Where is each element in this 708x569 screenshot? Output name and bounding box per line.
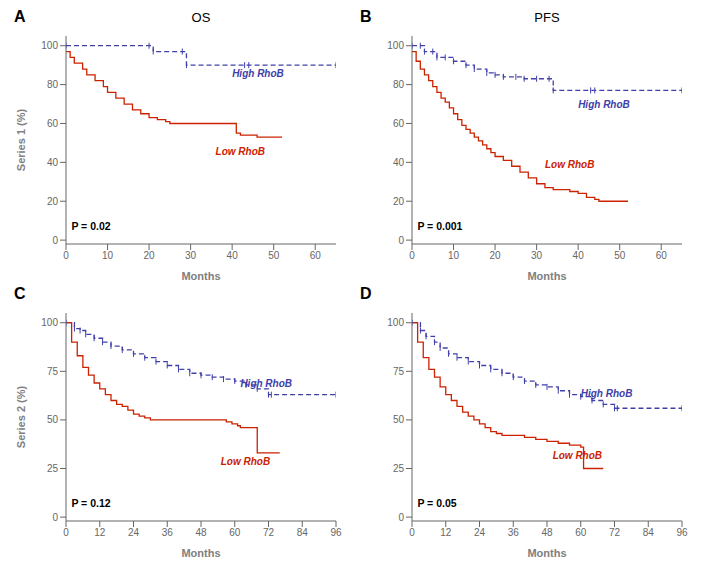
- svg-text:12: 12: [94, 527, 106, 538]
- svg-text:100: 100: [387, 317, 404, 328]
- svg-text:50: 50: [47, 414, 59, 425]
- svg-text:0: 0: [52, 511, 58, 522]
- svg-text:P = 0.12: P = 0.12: [71, 497, 110, 509]
- svg-text:Months: Months: [181, 547, 220, 559]
- svg-text:High RhoB: High RhoB: [581, 387, 633, 398]
- html-text:A: A: [14, 8, 26, 26]
- svg-text:60: 60: [47, 118, 59, 129]
- html-text:PFS: PFS: [534, 10, 560, 26]
- svg-text:Low RhoB: Low RhoB: [216, 146, 265, 157]
- svg-text:0: 0: [398, 511, 404, 522]
- svg-text:25: 25: [47, 463, 59, 474]
- svg-text:0: 0: [63, 527, 69, 538]
- svg-text:P = 0.05: P = 0.05: [417, 497, 456, 509]
- svg-text:50: 50: [268, 250, 280, 261]
- html-text:B: B: [360, 8, 372, 26]
- svg-text:72: 72: [263, 527, 275, 538]
- svg-text:10: 10: [102, 250, 114, 261]
- svg-text:96: 96: [676, 527, 688, 538]
- svg-text:48: 48: [541, 527, 553, 538]
- svg-text:0: 0: [409, 527, 415, 538]
- svg-text:Low RhoB: Low RhoB: [545, 159, 594, 170]
- svg-text:20: 20: [490, 250, 502, 261]
- svg-text:P = 0.02: P = 0.02: [71, 221, 110, 233]
- svg-text:20: 20: [393, 196, 405, 207]
- svg-text:40: 40: [227, 250, 239, 261]
- svg-text:Months: Months: [181, 270, 220, 282]
- svg-text:75: 75: [47, 366, 59, 377]
- svg-text:25: 25: [393, 463, 405, 474]
- svg-text:24: 24: [474, 527, 486, 538]
- svg-text:24: 24: [128, 527, 140, 538]
- svg-text:0: 0: [409, 250, 415, 261]
- svg-text:84: 84: [297, 527, 309, 538]
- svg-text:40: 40: [573, 250, 585, 261]
- svg-text:36: 36: [162, 527, 174, 538]
- svg-text:100: 100: [387, 41, 404, 52]
- svg-text:High RhoB: High RhoB: [578, 99, 630, 110]
- svg-text:0: 0: [63, 250, 69, 261]
- svg-text:20: 20: [47, 196, 59, 207]
- svg-text:60: 60: [656, 250, 668, 261]
- svg-text:0: 0: [398, 235, 404, 246]
- svg-text:36: 36: [508, 527, 520, 538]
- html-text:C: C: [14, 284, 26, 302]
- svg-text:30: 30: [185, 250, 197, 261]
- svg-text:30: 30: [531, 250, 543, 261]
- html-text:D: D: [360, 284, 372, 302]
- svg-text:50: 50: [614, 250, 626, 261]
- html-text:OS: OS: [191, 10, 211, 26]
- svg-text:High RhoB: High RhoB: [240, 378, 292, 389]
- svg-text:Low RhoB: Low RhoB: [553, 450, 602, 461]
- svg-text:100: 100: [41, 317, 58, 328]
- svg-text:P = 0.001: P = 0.001: [417, 221, 462, 233]
- svg-text:20: 20: [144, 250, 156, 261]
- svg-text:0: 0: [52, 235, 58, 246]
- svg-text:60: 60: [310, 250, 322, 261]
- svg-text:10: 10: [448, 250, 460, 261]
- svg-text:Months: Months: [527, 547, 566, 559]
- svg-text:80: 80: [47, 79, 59, 90]
- svg-text:Months: Months: [527, 270, 566, 282]
- svg-text:60: 60: [575, 527, 587, 538]
- svg-text:84: 84: [643, 527, 655, 538]
- svg-text:40: 40: [393, 157, 405, 168]
- svg-text:High RhoB: High RhoB: [232, 68, 284, 79]
- svg-text:48: 48: [195, 527, 207, 538]
- svg-text:80: 80: [393, 79, 405, 90]
- svg-text:96: 96: [330, 527, 342, 538]
- svg-text:60: 60: [393, 118, 405, 129]
- svg-text:Series 1 (%): Series 1 (%): [15, 109, 27, 172]
- svg-text:72: 72: [609, 527, 621, 538]
- svg-text:100: 100: [41, 41, 58, 52]
- svg-text:40: 40: [47, 157, 59, 168]
- svg-text:50: 50: [393, 414, 405, 425]
- svg-text:75: 75: [393, 366, 405, 377]
- svg-text:Series 2 (%): Series 2 (%): [15, 385, 27, 448]
- svg-text:12: 12: [440, 527, 452, 538]
- svg-text:Low RhoB: Low RhoB: [221, 455, 270, 466]
- svg-text:60: 60: [229, 527, 241, 538]
